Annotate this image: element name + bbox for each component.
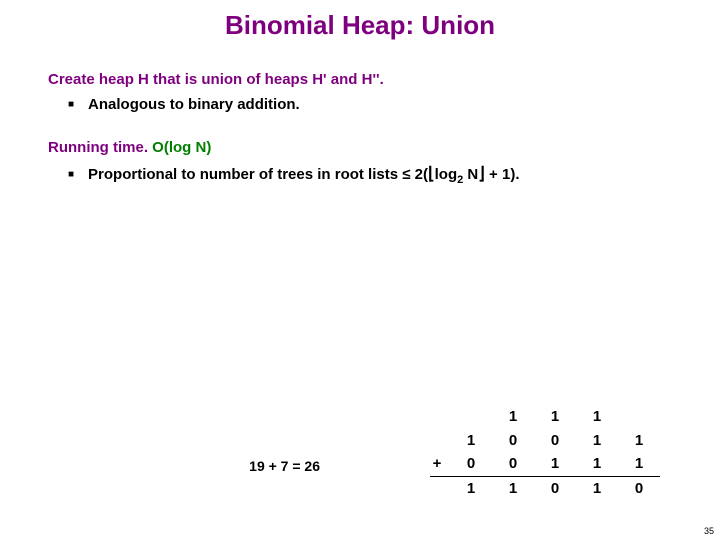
bit-cell: 1: [534, 452, 576, 476]
bullet-icon: ■: [68, 100, 74, 110]
bit-cell: 1: [576, 452, 618, 476]
bit-cell: 1: [618, 428, 660, 452]
running-time-value: O(log N): [148, 139, 211, 156]
slide-title: Binomial Heap: Union: [0, 0, 720, 41]
running-time-line: Running time. O(log N): [48, 139, 672, 156]
binary-addition-table: 1 1 1 1 0 0 1 1 + 0 0 1 1 1 1 1 0 1 0: [430, 404, 660, 500]
floor-right-icon: ⌋: [478, 164, 485, 183]
result-row: 1 1 0 1 0: [430, 476, 660, 500]
result-cell: 0: [534, 476, 576, 500]
equation-label: 19 + 7 = 26: [249, 458, 320, 474]
bullet-1: ■ Analogous to binary addition.: [68, 96, 672, 113]
plus-sign: +: [430, 452, 450, 476]
operand-b-row: + 0 0 1 1 1: [430, 452, 660, 476]
bullet-icon: ■: [68, 170, 74, 180]
intro-line: Create heap H that is union of heaps H' …: [48, 71, 672, 88]
b2-n: N: [463, 166, 478, 183]
empty-cell: [430, 428, 450, 452]
bit-cell: 1: [450, 428, 492, 452]
empty-cell: [430, 476, 450, 500]
carry-row: 1 1 1: [430, 404, 660, 428]
b2-tail: + 1).: [485, 166, 520, 183]
carry-cell: 1: [576, 404, 618, 428]
carry-cell: 1: [492, 404, 534, 428]
operand-a-row: 1 0 0 1 1: [430, 428, 660, 452]
result-cell: 1: [450, 476, 492, 500]
intro-text: Create heap H that is union of heaps H' …: [48, 71, 384, 88]
bit-cell: 1: [576, 428, 618, 452]
bit-cell: 0: [534, 428, 576, 452]
running-time-label: Running time.: [48, 139, 148, 156]
slide-number: 35: [704, 526, 714, 536]
empty-cell: [430, 404, 450, 428]
floor-left-icon: ⌊: [428, 164, 435, 183]
bit-cell: 0: [492, 428, 534, 452]
bullet-2: ■ Proportional to number of trees in roo…: [68, 164, 672, 186]
carry-cell: [618, 404, 660, 428]
bit-cell: 0: [450, 452, 492, 476]
bullet-1-text: Analogous to binary addition.: [88, 96, 300, 113]
b2-2: 2(: [410, 166, 428, 183]
carry-cell: [450, 404, 492, 428]
result-cell: 0: [618, 476, 660, 500]
result-cell: 1: [492, 476, 534, 500]
bullet-2-text: Proportional to number of trees in root …: [88, 164, 519, 186]
result-cell: 1: [576, 476, 618, 500]
title-text: Binomial Heap: Union: [225, 10, 495, 40]
bit-cell: 0: [492, 452, 534, 476]
b2-prefix: Proportional to number of trees in root …: [88, 166, 402, 183]
slide-content: Create heap H that is union of heaps H' …: [0, 41, 720, 186]
bit-cell: 1: [618, 452, 660, 476]
b2-log: log: [435, 166, 458, 183]
carry-cell: 1: [534, 404, 576, 428]
